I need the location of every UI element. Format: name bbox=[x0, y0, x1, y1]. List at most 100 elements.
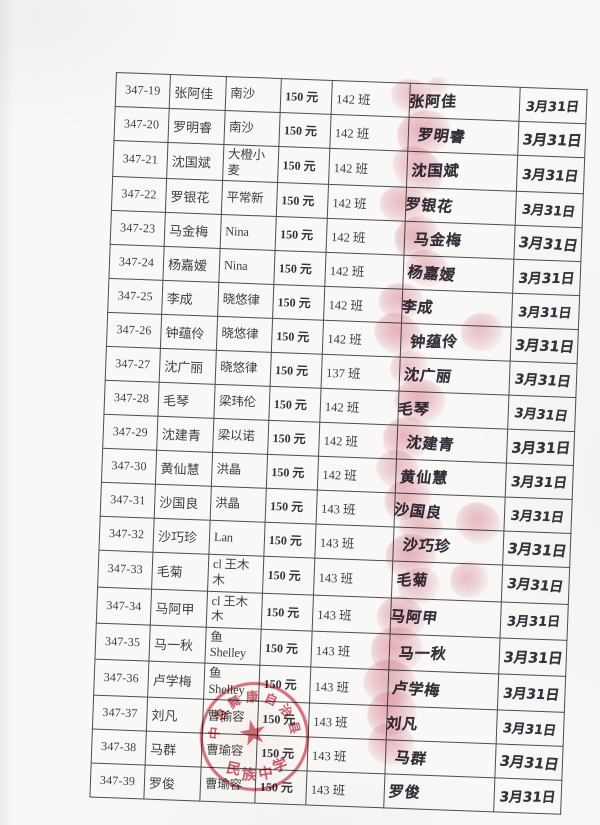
cell-date: 3月31日 bbox=[516, 155, 585, 194]
cell-student-id: 347-34 bbox=[96, 586, 152, 625]
cell-fee-amount: 150 元 bbox=[271, 318, 324, 355]
handwritten-date: 3月31日 bbox=[521, 202, 577, 221]
cell-teacher-name: 梁以诺 bbox=[212, 418, 269, 455]
handwritten-date: 3月31日 bbox=[506, 614, 562, 630]
handwritten-date: 3月31日 bbox=[517, 235, 579, 256]
cell-class-number: 142 班 bbox=[326, 218, 406, 256]
cell-signature: 黄仙慧 bbox=[395, 459, 507, 498]
cell-class-number: 143 班 bbox=[310, 630, 391, 670]
handwritten-date: 3月31日 bbox=[498, 753, 560, 774]
handwritten-signature: 毛琴 bbox=[397, 400, 431, 419]
handwritten-signature: 杨嘉嫒 bbox=[406, 263, 458, 285]
cell-teacher-name: 鱼 Shelley bbox=[204, 626, 262, 666]
cell-student-name: 马一秋 bbox=[148, 624, 207, 664]
handwritten-signature: 沈广丽 bbox=[402, 365, 454, 387]
cell-signature: 罗明睿 bbox=[407, 117, 519, 156]
handwritten-date: 3月31日 bbox=[501, 685, 561, 704]
cell-student-id: 347-32 bbox=[98, 516, 155, 553]
cell-student-name: 黄仙慧 bbox=[155, 450, 213, 487]
cell-fee-amount: 150 元 bbox=[277, 146, 330, 185]
cell-fee-amount: 150 元 bbox=[268, 386, 322, 423]
cell-student-name: 沙巧珍 bbox=[152, 518, 211, 555]
cell-student-name: 马阿甲 bbox=[150, 588, 208, 627]
seal-arc-char: 民 bbox=[224, 760, 243, 779]
handwritten-signature: 卢学梅 bbox=[391, 679, 442, 701]
handwritten-signature: 罗明睿 bbox=[416, 125, 468, 147]
cell-date: 3月31日 bbox=[517, 121, 586, 158]
cell-signature: 张阿佳 bbox=[409, 83, 521, 122]
table-scan-container: 347-19 张阿佳 南沙 150 元 142 班张阿佳 3月31日 347-20 罗明睿 南沙… bbox=[89, 72, 588, 815]
cell-student-name: 钟蕴伶 bbox=[160, 314, 218, 351]
cell-class-number: 143 班 bbox=[312, 594, 392, 634]
official-seal-stamp: ★ 中浪舞康自治县民族中学 bbox=[196, 678, 313, 795]
cell-student-id: 347-27 bbox=[105, 346, 161, 383]
cell-signature: 沙国良 bbox=[394, 493, 506, 532]
handwritten-signature: 马群 bbox=[393, 748, 429, 769]
cell-student-id: 347-22 bbox=[111, 176, 167, 213]
cell-teacher-name: Lan bbox=[208, 520, 266, 557]
cell-date: 3月31日 bbox=[503, 497, 573, 534]
cell-student-id: 347-29 bbox=[102, 414, 158, 451]
cell-date: 3月31日 bbox=[494, 744, 564, 781]
cell-student-id: 347-36 bbox=[93, 659, 149, 698]
cell-student-id: 347-19 bbox=[115, 72, 171, 109]
cell-teacher-name: 洪晶 bbox=[210, 486, 267, 523]
cell-student-name: 罗俊 bbox=[143, 765, 202, 802]
cell-student-id: 347-35 bbox=[94, 622, 151, 662]
handwritten-signature: 黄仙慧 bbox=[399, 468, 450, 488]
cell-fee-amount: 150 元 bbox=[263, 522, 317, 559]
handwritten-date: 3月31日 bbox=[509, 474, 569, 492]
cell-fee-amount: 150 元 bbox=[259, 628, 313, 668]
cell-signature: 马群 bbox=[384, 740, 497, 779]
cell-signature: 钟蕴伶 bbox=[400, 323, 512, 362]
cell-signature: 沈国斌 bbox=[406, 151, 518, 192]
cell-fee-amount: 150 元 bbox=[276, 182, 329, 219]
cell-signature: 毛菊 bbox=[391, 561, 503, 602]
cell-signature: 卢学梅 bbox=[387, 669, 499, 711]
cell-signature: 沈广丽 bbox=[398, 357, 511, 396]
cell-date: 3月31日 bbox=[513, 225, 583, 262]
cell-signature: 罗银花 bbox=[405, 187, 517, 226]
cell-student-id: 347-25 bbox=[107, 278, 163, 315]
cell-date: 3月31日 bbox=[507, 395, 576, 432]
cell-signature: 毛琴 bbox=[397, 391, 509, 430]
handwritten-signature: 马阿甲 bbox=[390, 606, 440, 628]
cell-teacher-name: 大橙小麦 bbox=[222, 144, 279, 183]
cell-student-id: 347-20 bbox=[113, 106, 170, 143]
cell-class-number: 143 班 bbox=[316, 490, 396, 528]
cell-class-number: 142 班 bbox=[318, 422, 398, 460]
cell-fee-amount: 150 元 bbox=[267, 420, 320, 457]
cell-student-name: 张阿佳 bbox=[169, 74, 227, 111]
fee-record-table: 347-19 张阿佳 南沙 150 元 142 班张阿佳 3月31日 347-20 罗明睿 南沙… bbox=[89, 72, 588, 815]
cell-fee-amount: 150 元 bbox=[280, 78, 333, 115]
cell-student-name: 李成 bbox=[161, 280, 219, 317]
cell-student-id: 347-38 bbox=[91, 729, 147, 766]
cell-fee-amount: 150 元 bbox=[261, 592, 314, 631]
handwritten-date: 3月31日 bbox=[506, 541, 568, 561]
cell-class-number: 143 班 bbox=[309, 667, 389, 707]
handwritten-signature: 李成 bbox=[401, 297, 435, 318]
cell-class-number: 137 班 bbox=[321, 354, 401, 392]
cell-student-id: 347-33 bbox=[97, 550, 153, 589]
handwritten-date: 3月31日 bbox=[509, 508, 566, 526]
handwritten-signature: 罗俊 bbox=[387, 782, 423, 802]
seal-arc-char: 县 bbox=[285, 719, 304, 736]
cell-fee-amount: 150 元 bbox=[272, 284, 325, 321]
cell-date: 3月31日 bbox=[506, 429, 575, 466]
cell-student-name: 刘凡 bbox=[146, 697, 204, 734]
handwritten-signature: 沙国良 bbox=[394, 500, 444, 523]
cell-signature: 沙巧珍 bbox=[392, 527, 504, 566]
handwritten-signature: 毛菊 bbox=[395, 571, 430, 590]
handwritten-date: 3月31日 bbox=[517, 271, 576, 288]
cell-date: 3月31日 bbox=[496, 710, 565, 747]
cell-signature: 马阿甲 bbox=[390, 597, 502, 638]
cell-date: 3月31日 bbox=[508, 361, 578, 398]
cell-class-number: 143 班 bbox=[308, 703, 388, 741]
cell-class-number: 142 班 bbox=[324, 252, 404, 290]
handwritten-date: 3月31日 bbox=[513, 371, 573, 391]
cell-student-id: 347-39 bbox=[89, 763, 146, 800]
cell-class-number: 142 班 bbox=[331, 80, 411, 118]
cell-student-id: 347-37 bbox=[92, 695, 148, 732]
cell-date: 3月31日 bbox=[515, 191, 584, 228]
cell-class-number: 142 班 bbox=[327, 184, 407, 222]
